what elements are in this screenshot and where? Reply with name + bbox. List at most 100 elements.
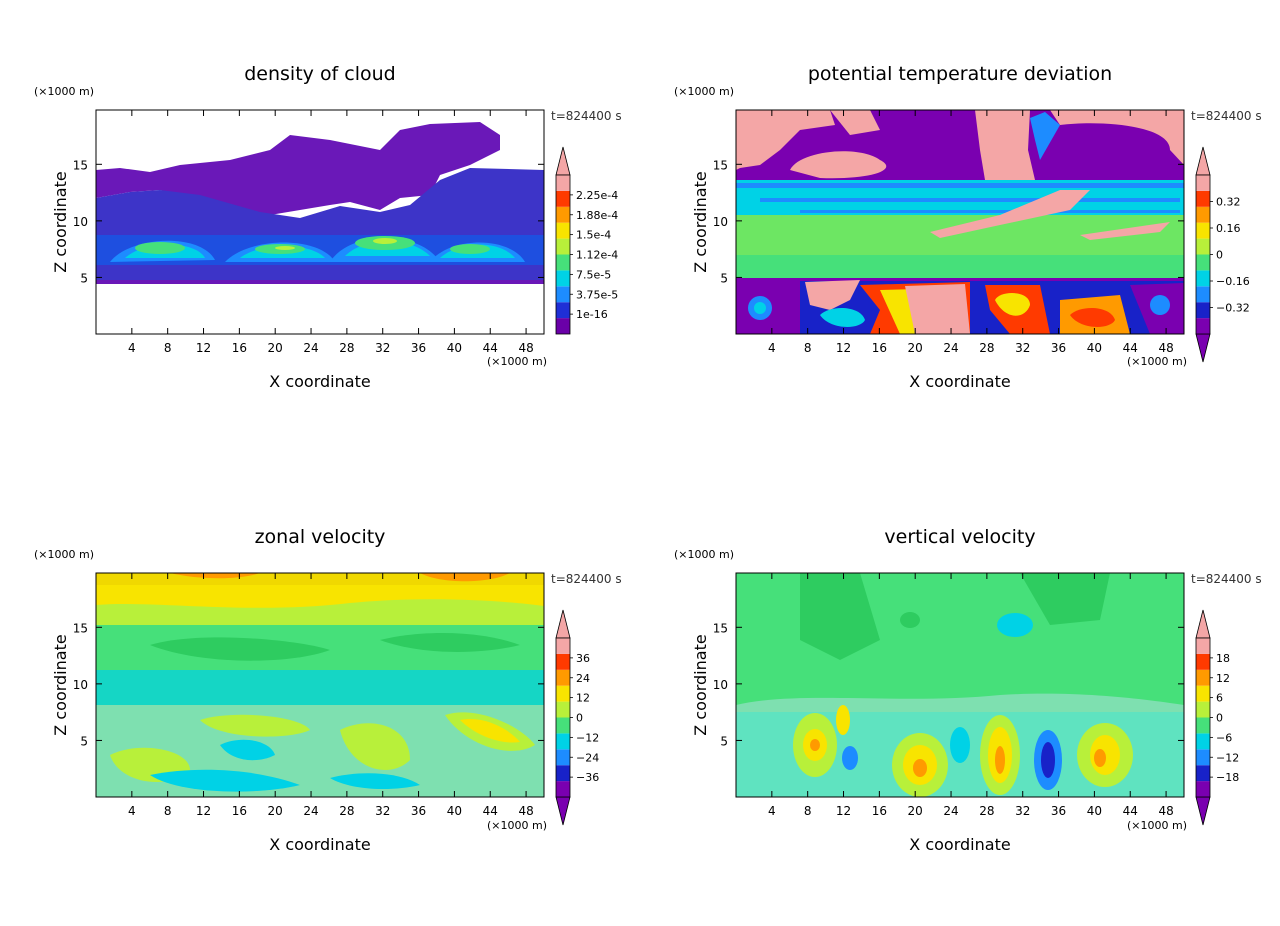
x-tick-label: 32 — [1015, 341, 1030, 355]
y-tick-label: 10 — [713, 678, 728, 692]
colorbar-swatch — [1196, 685, 1210, 702]
colorbar-swatch — [556, 222, 570, 239]
colorbar-swatch — [1196, 238, 1210, 255]
x-tick-label: 28 — [979, 804, 994, 818]
panel-vertical-velocity: vertical velocity (×1000 m) t=824400 s — [674, 526, 1262, 854]
y-tick-label: 10 — [73, 215, 88, 229]
x-tick-label: 36 — [1051, 804, 1066, 818]
colorbar-swatch — [556, 238, 570, 255]
colorbar-label: −0.32 — [1216, 302, 1250, 315]
x-tick-label: 16 — [872, 804, 887, 818]
x-tick-label: 36 — [1051, 341, 1066, 355]
colorbar-swatch — [556, 653, 570, 670]
colorbar-swatch — [556, 717, 570, 734]
colorbar: 0.32 0.16 0 −0.16 −0.32 — [1195, 146, 1250, 363]
x-tick-label: 12 — [836, 804, 851, 818]
panel-zonal-velocity: zonal velocity (×1000 m) t=824400 s 4 8 12… — [34, 526, 622, 854]
x-tick-label: 4 — [128, 341, 136, 355]
x-tick-label: 28 — [339, 804, 354, 818]
colorbar-swatch — [1196, 733, 1210, 750]
colorbar-swatch — [556, 685, 570, 702]
colorbar-swatch — [556, 190, 570, 207]
colorbar-swatch — [556, 765, 570, 782]
colorbar-swatch — [556, 749, 570, 766]
x-tick-label: 32 — [375, 341, 390, 355]
colorbar-swatch — [556, 701, 570, 718]
colorbar-swatch — [1196, 222, 1210, 239]
x-tick-label: 36 — [411, 804, 426, 818]
z-unit-label: (×1000 m) — [34, 85, 94, 98]
x-tick-label: 12 — [196, 804, 211, 818]
z-unit-label: (×1000 m) — [674, 85, 734, 98]
time-label: t=824400 s — [551, 109, 622, 123]
colorbar-swatch — [556, 733, 570, 750]
x-unit-label: (×1000 m) — [1127, 819, 1187, 832]
y-axis-label: Z coordinate — [51, 634, 70, 735]
x-tick-label: 28 — [339, 341, 354, 355]
x-tick-label: 44 — [483, 341, 498, 355]
plot-area — [95, 109, 545, 335]
colorbar-label: −12 — [1216, 751, 1239, 764]
y-tick-label: 5 — [720, 271, 728, 285]
colorbar-label: 0.16 — [1216, 222, 1241, 235]
colorbar-swatch — [1196, 254, 1210, 271]
colorbar-label: −6 — [1216, 731, 1232, 744]
y-tick-label: 15 — [73, 158, 88, 172]
x-tick-label: 48 — [1158, 341, 1173, 355]
colorbar-min-arrow — [555, 796, 571, 826]
z-unit-label: (×1000 m) — [674, 548, 734, 561]
x-tick-label: 24 — [303, 804, 318, 818]
colorbar-min-arrow — [1195, 796, 1211, 826]
x-tick-label: 48 — [518, 804, 533, 818]
x-tick-label: 24 — [303, 341, 318, 355]
colorbar-swatch — [1196, 318, 1210, 334]
colorbar-swatch — [556, 270, 570, 287]
colorbar-min-arrow — [1195, 333, 1211, 363]
colorbar-swatch — [1196, 781, 1210, 797]
colorbar-label: 0.32 — [1216, 196, 1241, 209]
colorbar-swatch — [1196, 765, 1210, 782]
colorbar-label: 12 — [576, 692, 590, 705]
x-unit-label: (×1000 m) — [487, 819, 547, 832]
y-tick-label: 5 — [720, 734, 728, 748]
colorbar-swatch — [1196, 286, 1210, 303]
colorbar-swatch — [556, 781, 570, 797]
colorbar-label: −18 — [1216, 771, 1239, 784]
colorbar-swatch — [1196, 190, 1210, 207]
colorbar: 2.25e-4 1.88e-4 1.5e-4 1.12e-4 7.5e-5 3.75e-5… — [555, 146, 618, 335]
colorbar-label: 12 — [1216, 672, 1230, 685]
x-tick-label: 20 — [908, 341, 923, 355]
colorbar-swatch — [1196, 653, 1210, 670]
panel-title: vertical velocity — [884, 526, 1035, 548]
plot-area — [735, 109, 1185, 335]
panel-title: zonal velocity — [255, 526, 386, 548]
colorbar-swatch — [1196, 270, 1210, 287]
x-tick-label: 16 — [232, 804, 247, 818]
x-tick-label: 32 — [375, 804, 390, 818]
colorbar-label: 1e-16 — [576, 308, 608, 321]
colorbar-swatch — [1196, 701, 1210, 718]
x-tick-label: 28 — [979, 341, 994, 355]
colorbar: 36 24 12 0 −12 −24 −36 — [555, 609, 599, 826]
x-tick-label: 44 — [1123, 804, 1138, 818]
colorbar-label: 1.5e-4 — [576, 229, 611, 242]
colorbar: 18 12 6 0 −6 −12 −18 — [1195, 609, 1239, 826]
y-tick-label: 10 — [73, 678, 88, 692]
colorbar-label: 36 — [576, 652, 590, 665]
y-axis-label: Z coordinate — [691, 634, 710, 735]
x-tick-label: 40 — [1087, 341, 1102, 355]
x-tick-label: 8 — [164, 341, 172, 355]
x-tick-label: 12 — [836, 341, 851, 355]
x-axis-label: X coordinate — [269, 835, 370, 854]
colorbar-label: −12 — [576, 731, 599, 744]
x-tick-label: 48 — [1158, 804, 1173, 818]
colorbar-label: 0 — [1216, 712, 1223, 725]
colorbar-swatch — [1196, 669, 1210, 686]
colorbar-label: −24 — [576, 751, 599, 764]
colorbar-swatch — [1196, 175, 1210, 191]
time-label: t=824400 s — [1191, 572, 1262, 586]
y-tick-label: 15 — [713, 158, 728, 172]
